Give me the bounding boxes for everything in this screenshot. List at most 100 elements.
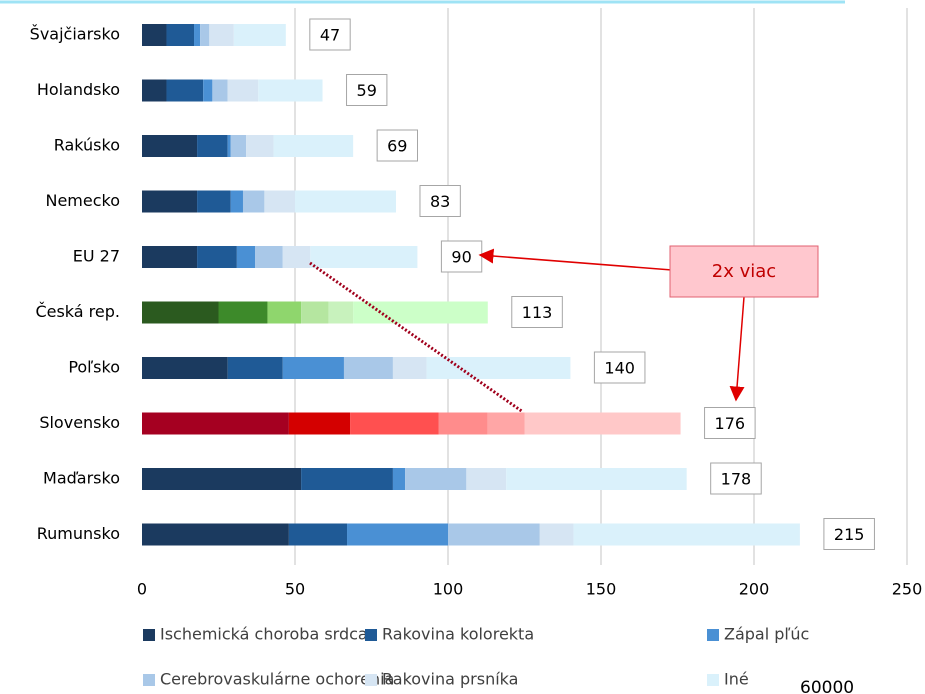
bar-segment: [288, 523, 348, 546]
bar-segment: [343, 357, 393, 379]
bar-segment: [267, 301, 302, 324]
bar-segment: [524, 412, 681, 435]
x-tick-label: 100: [433, 580, 464, 599]
legend-label: Cerebrovaskulárne ochorenia: [160, 670, 394, 689]
bar-segment: [405, 468, 467, 490]
bar-segment: [142, 468, 302, 490]
legend-label: Zápal pľúc: [724, 625, 809, 644]
bar-segment: [255, 246, 283, 268]
bar-segment: [506, 468, 687, 490]
legend-label: Rakovina kolorekta: [382, 625, 534, 644]
bar-segment: [539, 523, 574, 546]
legend-label: Ischemická choroba srdca: [160, 625, 368, 644]
legend-swatch: [707, 674, 719, 686]
bar-segment: [166, 24, 195, 46]
bar-segment: [227, 79, 259, 102]
data-label-box: [440, 240, 483, 273]
bar-segment: [353, 301, 488, 324]
x-tick-label: 150: [586, 580, 617, 599]
legend-swatch: [143, 674, 155, 686]
arrow: [478, 248, 673, 271]
bar-segment: [328, 301, 354, 324]
bar-segment: [282, 357, 344, 379]
data-label-box: [309, 18, 351, 51]
arrow: [729, 296, 745, 402]
bar-segment: [142, 523, 289, 546]
data-label: 83: [430, 192, 450, 211]
bar-segment: [350, 412, 439, 435]
bar-segment: [200, 24, 210, 46]
bar-segment: [392, 357, 427, 379]
x-tick-label: 250: [892, 580, 923, 599]
legend-swatch: [707, 629, 719, 641]
bar-segment: [142, 24, 167, 46]
bar-segment: [203, 79, 213, 102]
y-tick-label: Rumunsko: [37, 524, 120, 543]
bar-segment: [426, 357, 571, 379]
y-tick-label: Holandsko: [37, 80, 120, 99]
legend-swatch: [365, 674, 377, 686]
data-label-box: [593, 351, 646, 384]
bar-segment: [288, 412, 351, 435]
legend-swatch: [365, 629, 377, 641]
bar-segment: [197, 135, 228, 157]
annotation-box: [669, 245, 819, 298]
bar-segment: [233, 24, 286, 46]
bar-segment: [166, 79, 204, 102]
bar-segment: [227, 135, 231, 157]
x-tick-label: 50: [285, 580, 305, 599]
y-tick-label: Poľsko: [68, 358, 120, 377]
data-label-box: [376, 129, 418, 162]
bar-segment: [142, 190, 198, 213]
bar-segment: [258, 79, 323, 102]
annotation-text: 2x viac: [712, 261, 776, 282]
bar-segment: [301, 301, 329, 324]
data-label: 90: [451, 248, 471, 267]
bar-segment: [347, 523, 448, 546]
data-label-box: [346, 74, 388, 106]
bar-segment: [230, 190, 243, 213]
bar-segment: [142, 357, 228, 379]
bar-segment: [212, 79, 228, 102]
dotted-connector: [309, 261, 524, 414]
y-tick-label: Švajčiarsko: [30, 25, 120, 44]
bar-segment: [264, 190, 295, 213]
footer-text: 60000: [800, 678, 854, 694]
bar-segment: [194, 24, 201, 46]
bar-segment: [242, 190, 265, 213]
data-label: 113: [522, 303, 553, 322]
bar-segment: [142, 246, 198, 268]
x-tick-label: 0: [137, 580, 147, 599]
y-tick-label: Česká rep.: [35, 302, 120, 321]
data-label: 215: [834, 525, 865, 544]
y-tick-label: Slovensko: [39, 413, 120, 432]
bar-segment: [448, 523, 540, 546]
bar-segment: [236, 246, 256, 268]
bar-segment: [197, 190, 231, 213]
bar-segment: [301, 468, 393, 490]
bar-segment: [218, 301, 268, 324]
x-tick-label: 200: [739, 580, 770, 599]
annotation-group: 2x viac: [309, 245, 819, 414]
bar-segment: [466, 468, 507, 490]
data-label: 176: [715, 414, 746, 433]
bar-segment: [142, 301, 219, 324]
bar-segment: [209, 24, 234, 46]
data-label: 178: [721, 470, 752, 489]
bar-segment: [230, 135, 247, 157]
legend-swatch: [143, 629, 155, 641]
data-label: 140: [604, 359, 635, 378]
data-label: 69: [387, 137, 407, 156]
bar-segment: [227, 357, 283, 379]
data-label: 59: [357, 81, 377, 100]
data-label-box: [704, 407, 756, 439]
bar-segment: [273, 135, 354, 157]
bar-segment: [310, 246, 418, 268]
bar-segment: [487, 412, 525, 435]
bar-segment: [573, 523, 800, 546]
bar-segment: [142, 135, 198, 157]
y-tick-label: Rakúsko: [54, 136, 120, 155]
legend-label: Rakovina prsníka: [382, 670, 518, 689]
y-tick-label: Maďarsko: [43, 469, 120, 488]
